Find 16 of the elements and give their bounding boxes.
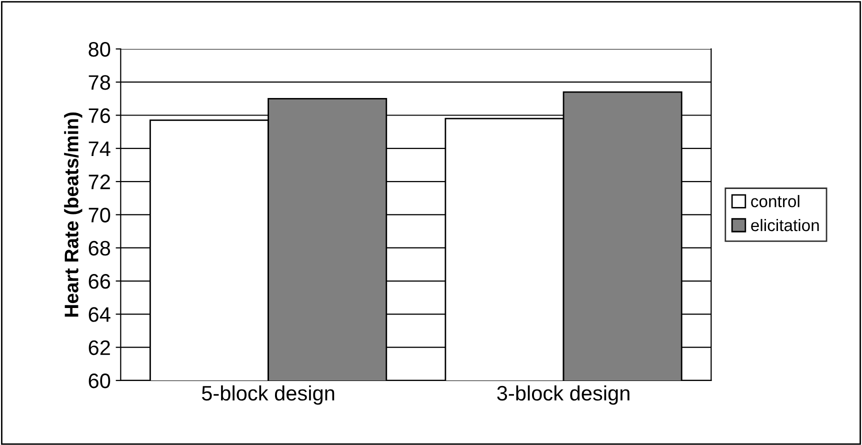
y-tick-label: 74 xyxy=(88,142,110,156)
y-tick-label: 76 xyxy=(88,108,110,124)
y-tick-label: 80 xyxy=(88,42,110,57)
y-tick-label: 68 xyxy=(88,240,110,256)
y-tick-label: 70 xyxy=(88,208,110,222)
legend-label: control xyxy=(751,195,800,208)
y-tick-label: 78 xyxy=(88,75,110,90)
y-tick-label: 66 xyxy=(88,274,110,289)
y-tick-label: 62 xyxy=(88,340,110,356)
x-tick-label: 3-block design xyxy=(497,385,630,405)
y-axis-title: Heart Rate (beats/min) xyxy=(64,112,82,317)
y-tick-label: 64 xyxy=(88,307,110,322)
y-tick-label: 60 xyxy=(88,373,110,388)
x-tick-label: 5-block design xyxy=(202,385,334,405)
y-tick-label: 72 xyxy=(88,174,110,190)
legend-label: elicitation xyxy=(751,218,819,232)
